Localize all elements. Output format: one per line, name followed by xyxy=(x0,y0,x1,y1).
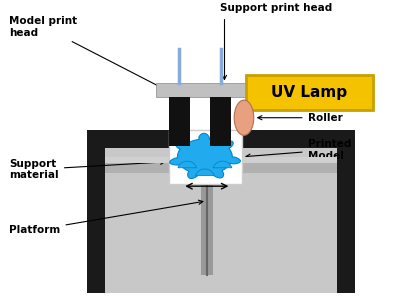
Polygon shape xyxy=(178,161,197,168)
Bar xyxy=(105,148,337,293)
Ellipse shape xyxy=(234,100,254,135)
Text: UV Lamp: UV Lamp xyxy=(272,85,348,100)
Text: Roller: Roller xyxy=(258,113,342,123)
Text: Support
material: Support material xyxy=(9,159,165,180)
Bar xyxy=(156,83,308,97)
Polygon shape xyxy=(195,169,214,175)
Bar xyxy=(201,173,213,275)
Text: Printed
Model: Printed Model xyxy=(246,139,351,161)
Bar xyxy=(105,157,337,173)
Text: Support print head: Support print head xyxy=(220,3,332,79)
Text: Model print
head: Model print head xyxy=(9,16,165,89)
FancyBboxPatch shape xyxy=(246,75,373,110)
Bar xyxy=(169,130,242,184)
Polygon shape xyxy=(170,133,241,178)
Text: Platform: Platform xyxy=(9,200,203,235)
Bar xyxy=(87,130,355,293)
Polygon shape xyxy=(213,161,232,168)
Bar xyxy=(105,157,337,163)
Bar xyxy=(169,97,190,146)
Bar xyxy=(210,97,231,146)
